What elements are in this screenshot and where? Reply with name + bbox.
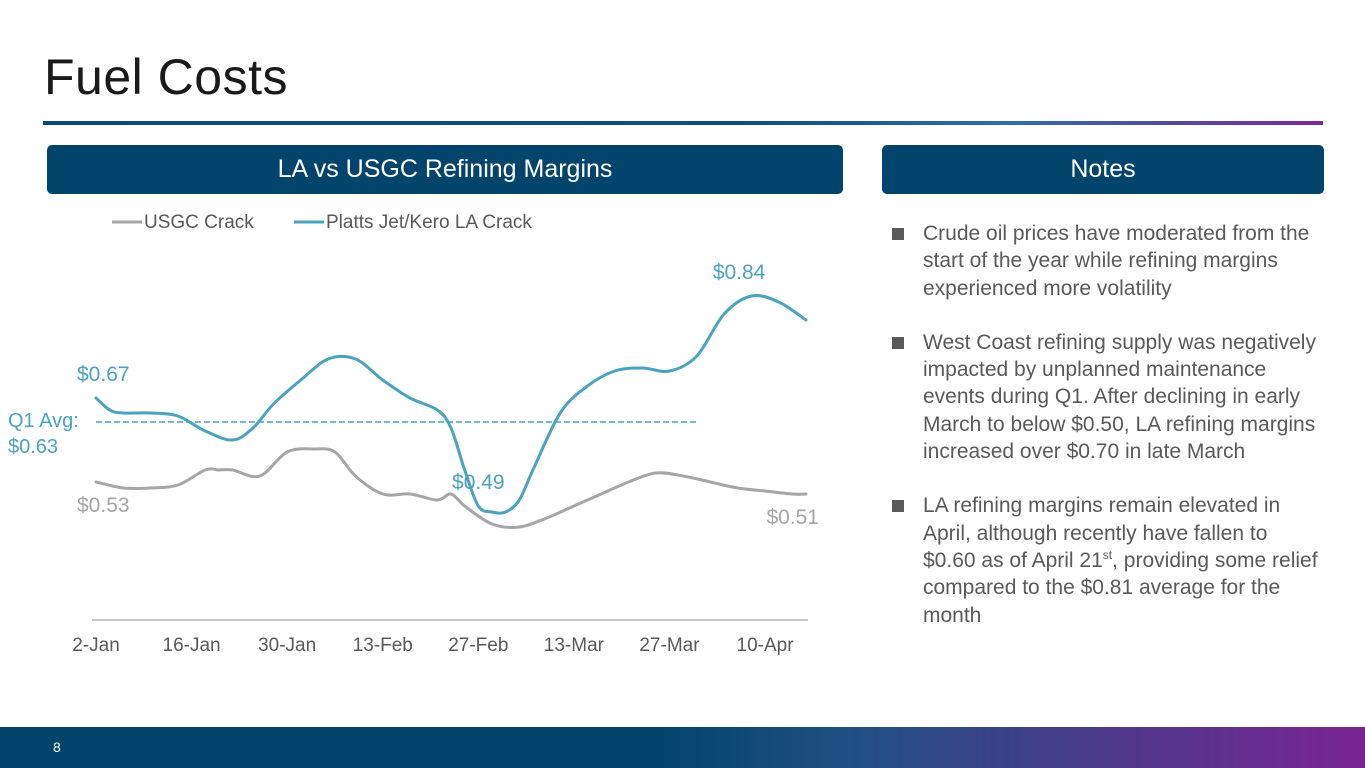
footer-bar: 8 <box>0 727 1365 768</box>
notes-panel-header: Notes <box>882 145 1324 194</box>
note-text: West Coast refining supply was negativel… <box>923 330 1316 464</box>
notes-list: Crude oil prices have moderated from the… <box>892 220 1322 656</box>
chart-panel-header: LA vs USGC Refining Margins <box>47 145 843 194</box>
data-label: $0.84 <box>713 261 766 284</box>
note-superscript: st <box>1102 547 1113 562</box>
data-label: $0.67 <box>77 363 130 386</box>
notes-panel-title: Notes <box>1070 155 1136 183</box>
note-text-after: , providing some relief compared to the … <box>923 548 1318 627</box>
square-bullet-icon <box>892 336 904 349</box>
q1-average-label: Q1 Avg: <box>8 410 79 432</box>
data-label: $0.49 <box>452 471 505 494</box>
x-tick-label: 2-Jan <box>72 635 120 656</box>
square-bullet-icon <box>892 228 904 240</box>
note-item: West Coast refining supply was negativel… <box>892 329 1322 465</box>
x-tick-label: 13-Mar <box>544 635 605 656</box>
note-text: Crude oil prices have moderated from the… <box>923 222 1310 300</box>
data-label: $0.53 <box>77 494 130 517</box>
chart-canvas: 2-Jan 16-Jan 30-Jan 13-Feb 27-Feb 13-Mar 27-Ma… <box>8 212 819 656</box>
note-item: Crude oil prices have moderated from the… <box>892 220 1322 302</box>
legend-label: Platts Jet/Kero LA Crack <box>326 212 532 233</box>
legend-label: USGC Crack <box>144 212 254 233</box>
refining-margins-chart: 2-Jan 16-Jan 30-Jan 13-Feb 27-Feb 13-Mar 27-Ma… <box>0 200 860 670</box>
data-label: $0.51 <box>766 506 819 529</box>
x-tick-label: 27-Feb <box>448 635 508 656</box>
square-bullet-icon <box>892 500 904 513</box>
chart-panel-title: LA vs USGC Refining Margins <box>277 155 613 183</box>
x-tick-label: 13-Feb <box>353 635 413 656</box>
page-title: Fuel Costs <box>44 49 288 105</box>
x-tick-label: 30-Jan <box>258 635 316 656</box>
x-tick-label: 27-Mar <box>639 635 700 656</box>
la-jet-kero-crack-line <box>94 294 808 515</box>
x-tick-label: 10-Apr <box>737 635 795 656</box>
title-divider <box>43 121 1323 125</box>
q1-average-value: $0.63 <box>8 436 58 458</box>
note-item: LA refining margins remain elevated in A… <box>892 492 1322 628</box>
page-number: 8 <box>53 739 61 755</box>
note-text-before: LA refining margins remain elevated in A… <box>923 494 1281 572</box>
x-tick-label: 16-Jan <box>163 635 221 656</box>
usgc-crack-line <box>94 447 808 529</box>
